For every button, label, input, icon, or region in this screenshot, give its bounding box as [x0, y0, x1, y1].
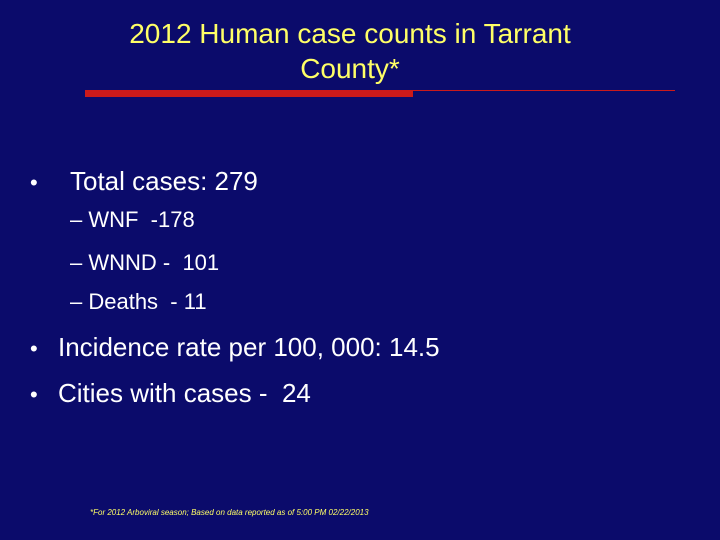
- sub-item: – WNND - 101: [70, 250, 220, 275]
- bullet-marker: •: [30, 170, 38, 195]
- title-rule: [413, 90, 675, 91]
- bullet-marker: •: [30, 382, 38, 407]
- title-line: 2012 Human case counts in Tarrant: [129, 18, 571, 49]
- bullet-text: Cities with cases - 24: [58, 378, 311, 408]
- title-rule: [85, 90, 413, 97]
- bullet-marker: •: [30, 336, 38, 361]
- footnote: *For 2012 Arboviral season; Based on dat…: [90, 508, 369, 517]
- title-line: County*: [300, 53, 400, 84]
- sub-item: – WNF -178: [70, 207, 195, 232]
- bullet-text: Total cases: 279: [70, 166, 258, 196]
- bullet-text: Incidence rate per 100, 000: 14.5: [58, 332, 440, 362]
- sub-item: – Deaths - 11: [70, 289, 207, 314]
